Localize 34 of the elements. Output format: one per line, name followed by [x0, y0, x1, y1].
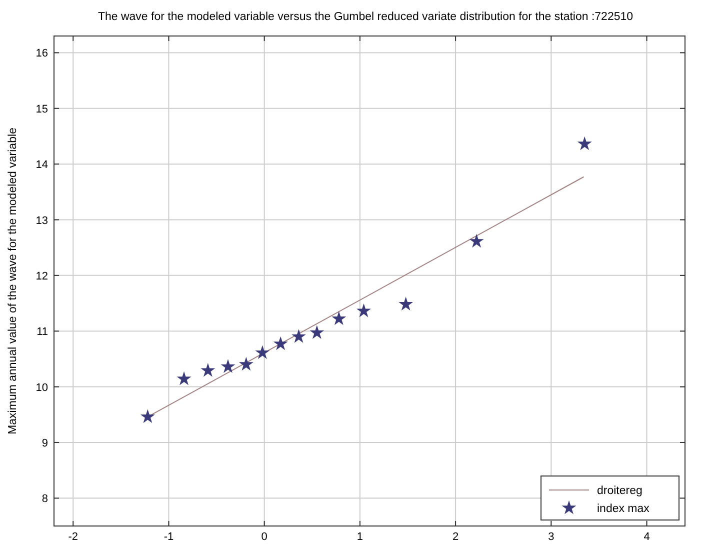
- y-tick-label: 12: [36, 270, 48, 282]
- legend-label: index max: [597, 503, 650, 515]
- x-tick-label: -1: [164, 531, 174, 543]
- point: [470, 236, 482, 246]
- y-axis-title: Maximum annual value of the wave for the modeled variable: [7, 128, 19, 434]
- y-tick-label: 14: [36, 159, 48, 172]
- chart-title: The wave for the modeled variable versus the Gumbel reduced variate distribution for the station :722510: [98, 11, 634, 23]
- point: [142, 410, 154, 422]
- x-tick-label: 4: [644, 531, 650, 543]
- x-tick-label: 3: [548, 531, 554, 543]
- x-tick-label: 2: [452, 531, 459, 543]
- point: [202, 364, 214, 376]
- point: [256, 346, 268, 358]
- point: [274, 338, 286, 349]
- y-tick-label: 8: [42, 493, 48, 506]
- y-tick-label: 13: [36, 214, 48, 227]
- point: [222, 360, 234, 372]
- x-tick-label: 0: [261, 531, 268, 543]
- y-tick-label: 10: [36, 382, 48, 394]
- y-tick-label: 15: [36, 103, 48, 116]
- point: [240, 358, 252, 370]
- point: [358, 305, 370, 316]
- point: [400, 298, 412, 310]
- x-tick-label: -2: [68, 531, 78, 543]
- x-tick-label: 1: [356, 531, 363, 543]
- point: [333, 312, 345, 324]
- point: [293, 330, 304, 342]
- y-tick-label: 11: [36, 326, 48, 338]
- legend-label: droitereg: [597, 485, 642, 497]
- point: [311, 326, 323, 338]
- y-tick-label: 9: [42, 437, 48, 450]
- point: [578, 138, 590, 149]
- y-tick-label: 16: [36, 48, 48, 60]
- point: [178, 373, 190, 384]
